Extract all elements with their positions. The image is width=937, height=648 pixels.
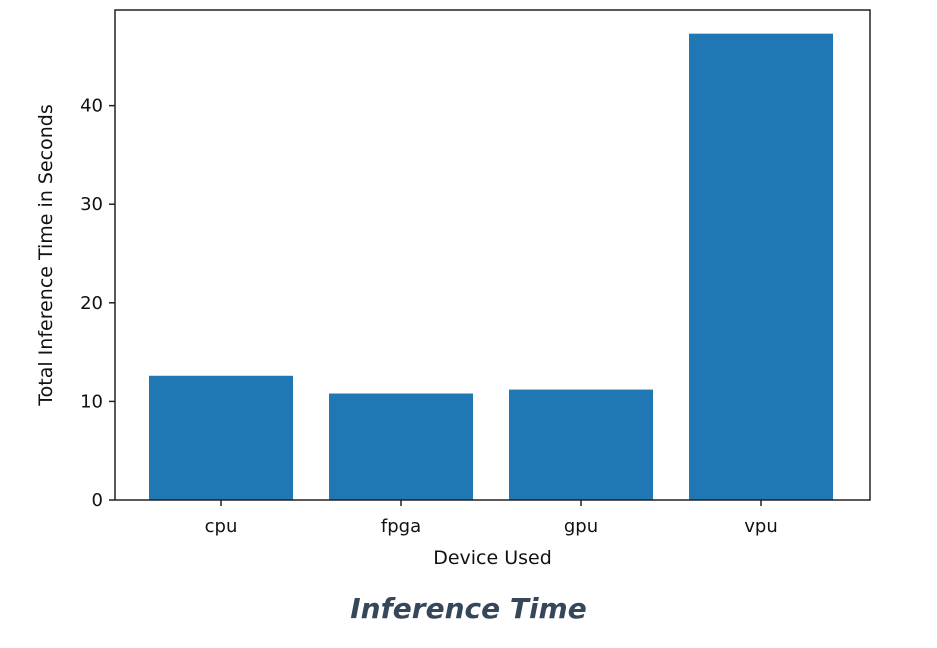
- bar-vpu: [689, 33, 833, 500]
- plot-frame: [114, 9, 871, 501]
- bar-cpu: [149, 375, 293, 500]
- x-tick-label-gpu: gpu: [564, 516, 598, 537]
- y-tick-label: 10: [80, 391, 103, 412]
- y-axis-label: Total Inference Time in Seconds: [35, 104, 57, 406]
- y-tick-label: 0: [92, 490, 103, 511]
- x-axis-ticks: cpu fpga gpu vpu: [205, 500, 778, 537]
- y-tick-label: 40: [80, 96, 103, 117]
- y-tick-label: 20: [80, 293, 103, 314]
- bar-chart: 0 10 20 30 40 cpu fpga gpu vpu Device Used Tota…: [35, 9, 871, 569]
- bar-fpga: [329, 393, 473, 500]
- bar-group: [149, 33, 833, 500]
- figure-caption: Inference Time: [350, 592, 587, 625]
- x-tick-label-cpu: cpu: [205, 516, 238, 537]
- bar-gpu: [509, 389, 653, 500]
- y-axis-ticks: 0 10 20 30 40: [80, 96, 115, 511]
- x-axis-label: Device Used: [433, 547, 552, 569]
- y-tick-label: 30: [80, 194, 103, 215]
- x-tick-label-fpga: fpga: [381, 516, 421, 537]
- x-tick-label-vpu: vpu: [744, 516, 778, 537]
